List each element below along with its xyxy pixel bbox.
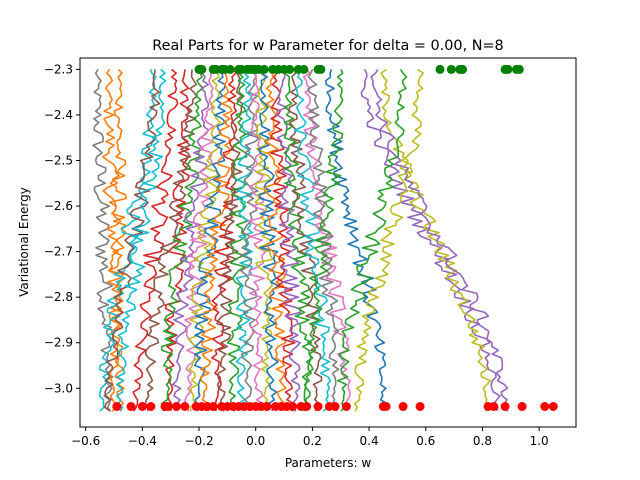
green-marker bbox=[259, 64, 269, 74]
series-line bbox=[257, 69, 280, 412]
y-axis-label: Variational Energy bbox=[17, 187, 31, 297]
red-marker bbox=[398, 402, 408, 411]
series-line bbox=[269, 69, 296, 412]
green-marker bbox=[299, 64, 309, 74]
green-marker bbox=[503, 64, 513, 74]
y-tick-label: −2.8 bbox=[44, 290, 73, 304]
green-marker bbox=[285, 64, 295, 74]
series-line bbox=[247, 69, 267, 412]
y-tick-label: −2.7 bbox=[44, 245, 73, 259]
green-marker bbox=[514, 64, 524, 74]
y-tick-label: −2.4 bbox=[44, 108, 73, 122]
x-tick-label: 0.8 bbox=[473, 434, 492, 448]
red-marker bbox=[341, 402, 351, 411]
series-line bbox=[144, 69, 198, 412]
y-axis-ticks: −2.3 −2.4 −2.5 −2.6 −2.7 −2.8 −2.9 −3.0 bbox=[44, 62, 80, 395]
green-marker bbox=[435, 64, 445, 74]
x-tick-label: 1.0 bbox=[530, 434, 549, 448]
series-line bbox=[188, 68, 221, 412]
x-tick-label: 0.4 bbox=[360, 434, 379, 448]
series-line bbox=[92, 68, 114, 412]
red-marker bbox=[262, 402, 272, 411]
red-marker bbox=[163, 402, 173, 411]
series-line bbox=[370, 69, 509, 412]
red-marker bbox=[137, 402, 147, 411]
red-marker bbox=[415, 402, 425, 411]
series-line bbox=[263, 69, 288, 412]
y-tick-label: −3.0 bbox=[44, 381, 73, 395]
series-line bbox=[106, 68, 127, 412]
x-axis-ticks: −0.6 −0.4 −0.2 0.0 0.2 0.4 0.6 0.8 1.0 bbox=[71, 427, 549, 448]
series-line bbox=[302, 68, 351, 412]
red-marker bbox=[180, 402, 190, 411]
plot-frame bbox=[79, 57, 577, 428]
series-line bbox=[276, 68, 301, 412]
x-tick-label: 0.2 bbox=[303, 434, 322, 448]
chart-title: Real Parts for w Parameter for delta = 0… bbox=[152, 38, 503, 54]
markers bbox=[112, 64, 558, 411]
green-marker bbox=[458, 64, 468, 74]
red-marker bbox=[500, 402, 510, 411]
green-marker bbox=[225, 64, 235, 74]
red-marker bbox=[112, 402, 122, 411]
series-line bbox=[216, 68, 244, 412]
series-line bbox=[354, 68, 425, 412]
red-marker bbox=[489, 402, 499, 411]
green-marker bbox=[446, 64, 456, 74]
series-line bbox=[235, 68, 254, 412]
y-tick-label: −2.3 bbox=[44, 62, 73, 76]
red-marker bbox=[330, 402, 340, 411]
red-marker bbox=[288, 402, 298, 411]
series-line bbox=[324, 69, 388, 412]
green-marker bbox=[316, 64, 326, 74]
red-marker bbox=[540, 402, 550, 411]
series-line bbox=[98, 69, 157, 412]
red-marker bbox=[381, 402, 391, 411]
series-line bbox=[360, 69, 501, 412]
green-marker bbox=[197, 64, 207, 74]
red-marker bbox=[171, 402, 181, 411]
series-lines bbox=[92, 68, 509, 412]
series-line bbox=[160, 68, 204, 412]
red-marker bbox=[126, 402, 136, 411]
x-tick-label: −0.6 bbox=[71, 434, 100, 448]
y-tick-label: −2.5 bbox=[44, 154, 73, 168]
y-tick-label: −2.9 bbox=[44, 336, 73, 350]
red-marker bbox=[302, 402, 312, 411]
red-marker bbox=[548, 402, 558, 411]
series-line bbox=[336, 68, 408, 412]
x-tick-label: 0.6 bbox=[416, 434, 435, 448]
series-line bbox=[301, 69, 344, 412]
series-line bbox=[200, 69, 233, 412]
red-marker bbox=[313, 402, 323, 411]
red-marker bbox=[517, 402, 527, 411]
series-line bbox=[254, 69, 274, 412]
y-tick-label: −2.6 bbox=[44, 199, 73, 213]
series-line bbox=[132, 68, 179, 412]
series-line bbox=[104, 69, 161, 412]
series-line bbox=[115, 68, 167, 412]
x-tick-label: 0.0 bbox=[246, 434, 265, 448]
series-line bbox=[194, 69, 227, 412]
x-tick-label: −0.4 bbox=[128, 434, 157, 448]
red-marker bbox=[146, 402, 156, 411]
x-axis-label: Parameters: w bbox=[285, 456, 372, 470]
x-tick-label: −0.2 bbox=[184, 434, 213, 448]
red-marker bbox=[208, 402, 218, 411]
series-line bbox=[380, 68, 492, 412]
